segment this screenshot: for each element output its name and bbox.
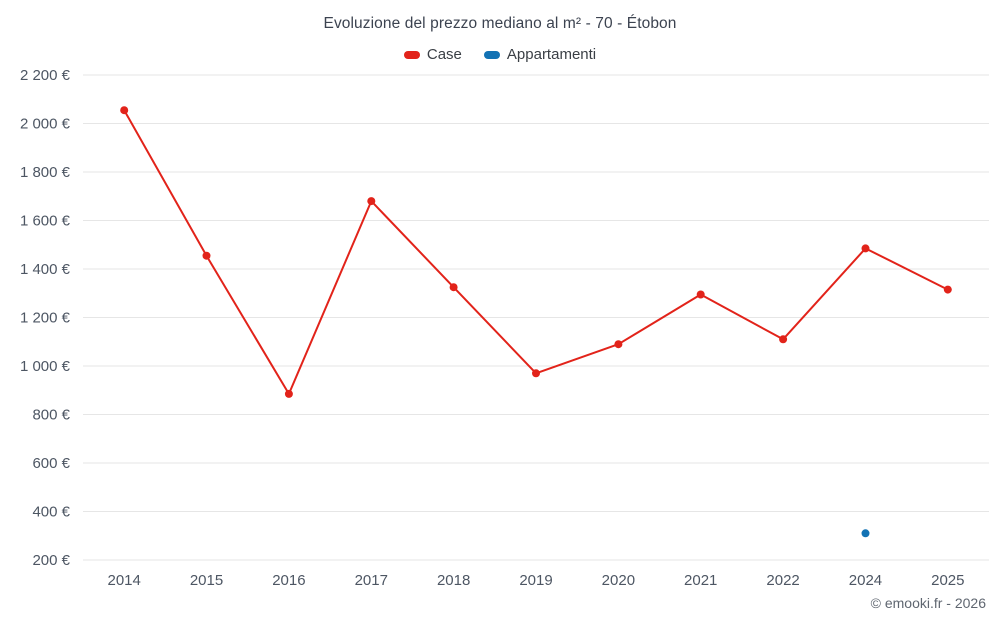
y-axis-label: 1 200 € [20,310,71,327]
case-marker[interactable] [943,285,952,294]
legend-item-appartamenti[interactable]: Appartamenti [483,46,597,63]
x-axis-label: 2015 [190,572,223,589]
case-marker[interactable] [861,244,870,253]
chart-title: Evoluzione del prezzo mediano al m² - 70… [323,15,677,32]
case-legend-marker-icon [403,50,420,59]
appartamenti-marker[interactable] [861,529,870,538]
y-axis-label: 1 800 € [20,164,71,181]
case-marker[interactable] [449,283,458,292]
x-axis-label: 2022 [766,572,799,589]
case-marker[interactable] [614,340,623,349]
case-marker[interactable] [120,106,129,115]
x-axis-label: 2016 [272,572,305,589]
y-axis-label: 400 € [32,504,70,521]
case-marker[interactable] [367,197,376,206]
case-marker[interactable] [202,251,211,260]
legend-item-case[interactable]: Case [403,46,462,63]
y-axis-label: 1 600 € [20,213,71,230]
appartamenti-legend-marker-icon [483,50,500,59]
y-axis-label: 600 € [32,455,70,472]
y-axis-label: 2 200 € [20,67,71,84]
y-axis-label: 1 000 € [20,358,71,375]
x-axis-label: 2019 [519,572,552,589]
case-marker[interactable] [696,290,705,299]
case-line [123,109,949,395]
x-axis-label: 2017 [355,572,388,589]
y-axis-label: 800 € [32,407,70,424]
x-axis-label: 2018 [437,572,470,589]
x-axis-label: 2024 [849,572,882,589]
case-marker[interactable] [284,389,293,398]
x-axis-label: 2014 [107,572,140,589]
x-axis-label: 2025 [931,572,964,589]
legend-label-appartamenti: Appartamenti [506,46,597,63]
legend: Case Appartamenti [0,46,1000,63]
case-marker[interactable] [779,335,788,344]
y-axis-label: 1 400 € [20,261,71,278]
x-axis-label: 2021 [684,572,717,589]
y-axis-label: 200 € [32,552,70,569]
legend-label-case: Case [426,46,462,63]
y-axis-label: 2 000 € [20,116,71,133]
credit-link[interactable]: © emooki.fr - 2026 [870,595,986,611]
x-axis-label: 2020 [602,572,635,589]
case-marker[interactable] [532,369,540,378]
